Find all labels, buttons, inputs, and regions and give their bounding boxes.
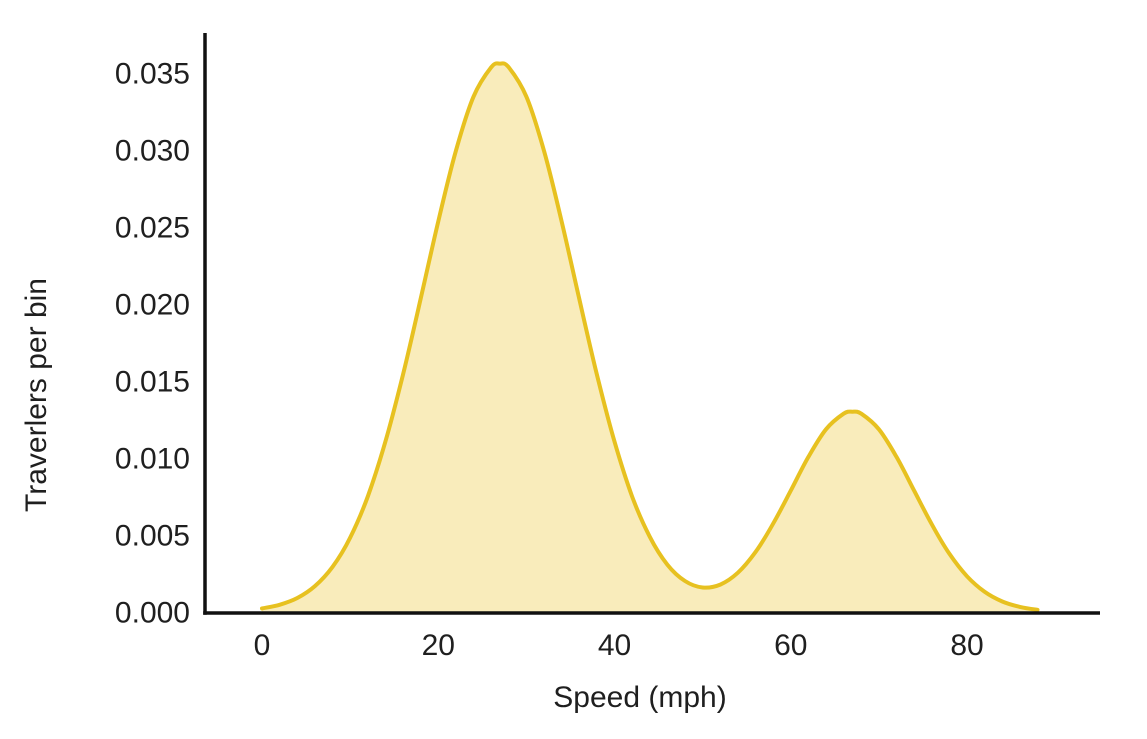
x-tick-labels: 0 20 40 60 80 xyxy=(254,629,984,662)
x-axis-label: Speed (mph) xyxy=(553,681,726,714)
density-area xyxy=(262,63,1038,612)
y-tick-label-0.030: 0.030 xyxy=(115,134,190,167)
x-tick-label-60: 60 xyxy=(774,629,807,662)
y-tick-label-0.035: 0.035 xyxy=(115,57,190,90)
x-tick-label-40: 40 xyxy=(598,629,631,662)
x-tick-label-20: 20 xyxy=(422,629,455,662)
x-tick-label-0: 0 xyxy=(254,629,271,662)
y-tick-label-0.025: 0.025 xyxy=(115,211,190,244)
y-tick-label-0.020: 0.020 xyxy=(115,288,190,321)
y-tick-label-0.010: 0.010 xyxy=(115,442,190,475)
density-curve xyxy=(260,61,1040,612)
y-tick-labels: 0.000 0.005 0.010 0.015 0.020 0.025 0.030 0.035 xyxy=(115,57,190,629)
y-tick-label-0.005: 0.005 xyxy=(115,520,190,553)
y-axis-label: Traverlers per bin xyxy=(20,278,53,512)
x-tick-label-80: 80 xyxy=(950,629,983,662)
y-tick-label-0.015: 0.015 xyxy=(115,365,190,398)
y-tick-label-0.000: 0.000 xyxy=(115,597,190,630)
